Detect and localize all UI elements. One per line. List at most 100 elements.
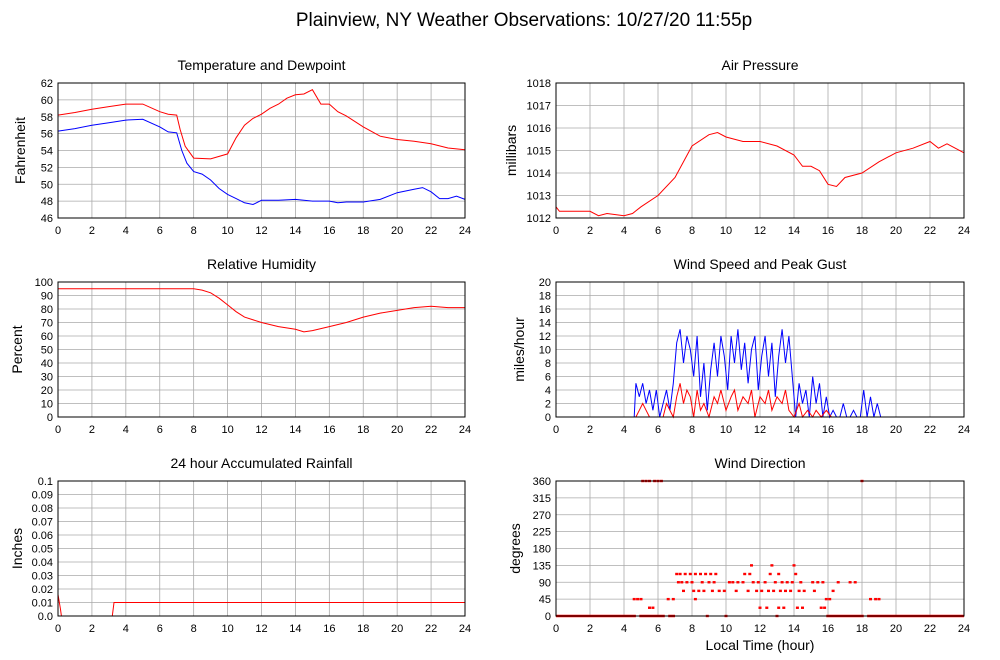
direction-point (758, 606, 762, 609)
x-tick-label: 22 (425, 225, 437, 237)
y-tick-label: 90 (41, 291, 53, 303)
y-tick-label: 4 (545, 385, 551, 397)
y-tick-label: 270 (533, 510, 551, 522)
x-tick-label: 0 (553, 225, 559, 237)
y-tick-label: 54 (41, 146, 53, 158)
direction-point (743, 572, 747, 576)
x-tick-label: 8 (689, 225, 695, 237)
direction-point (688, 572, 692, 576)
y-tick-label: 225 (533, 527, 551, 539)
x-tick-label: 22 (425, 623, 437, 635)
direction-point (741, 581, 745, 584)
y-tick-label: 1017 (527, 101, 551, 113)
y-tick-label: 62 (41, 78, 53, 90)
direction-point (693, 572, 697, 576)
direction-point (784, 589, 787, 593)
x-tick-label: 2 (89, 225, 95, 237)
x-tick-label: 10 (720, 424, 732, 436)
y-tick-label: 8 (545, 358, 551, 370)
y-tick-label: 52 (41, 162, 53, 174)
y-tick-label: 0.02 (32, 584, 53, 596)
direction-point (750, 564, 753, 567)
direction-point (794, 572, 798, 576)
x-tick-label: 24 (958, 225, 970, 237)
direction-point (789, 589, 793, 593)
x-tick-label: 24 (459, 424, 471, 436)
x-tick-label: 0 (553, 623, 559, 635)
direction-point (797, 589, 801, 593)
y-tick-label: 60 (41, 331, 53, 343)
direction-point (811, 581, 815, 584)
direction-point (692, 589, 696, 593)
direction-point (651, 606, 655, 609)
direction-point (636, 597, 640, 601)
x-tick-label: 22 (924, 424, 936, 436)
y-tick-label: 0.06 (32, 530, 53, 542)
series-line-0 (57, 89, 466, 160)
direction-point (676, 581, 680, 584)
direction-point (707, 581, 711, 584)
chart-direction: Wind Directiondegrees0459013518022527031… (507, 455, 970, 635)
direction-point (678, 572, 682, 576)
chart-temp: Temperature and DewpointFahrenheit464850… (12, 57, 471, 237)
direction-point (780, 581, 784, 584)
direction-point (816, 581, 820, 584)
x-tick-label: 8 (191, 424, 197, 436)
y-tick-label: 0 (47, 412, 53, 424)
x-tick-label: 6 (157, 424, 163, 436)
direction-point (704, 572, 708, 576)
x-tick-label: 16 (323, 424, 335, 436)
direction-point (777, 572, 781, 576)
x-tick-label: 16 (822, 424, 834, 436)
x-tick-label: 18 (856, 225, 868, 237)
direction-point (768, 572, 772, 576)
direction-point (731, 581, 735, 584)
y-tick-label: 1014 (527, 168, 551, 180)
y-tick-label: 0.09 (32, 490, 53, 502)
x-tick-label: 20 (890, 623, 902, 635)
x-tick-label: 6 (655, 623, 661, 635)
x-tick-label: 12 (255, 623, 267, 635)
direction-point (765, 606, 769, 609)
series-line-1 (556, 383, 964, 419)
x-tick-label: 4 (123, 623, 129, 635)
x-tick-label: 20 (890, 225, 902, 237)
direction-point (874, 597, 878, 601)
direction-point (736, 581, 740, 584)
y-tick-label: 50 (41, 179, 53, 191)
x-tick-label: 10 (720, 225, 732, 237)
direction-point (828, 597, 832, 601)
y-tick-label: 14 (539, 318, 551, 330)
chart-wind: Wind Speed and Peak Gustmiles/hour024681… (511, 256, 970, 436)
y-tick-label: 46 (41, 213, 53, 225)
x-tick-label: 14 (788, 225, 800, 237)
direction-point (848, 581, 852, 584)
direction-point (700, 581, 704, 584)
x-tick-label: 18 (856, 623, 868, 635)
y-tick-label: 10 (539, 345, 551, 357)
y-tick-label: 100 (35, 277, 53, 289)
y-tick-label: 0.1 (38, 476, 53, 488)
y-axis-label: degrees (507, 523, 523, 574)
x-tick-label: 16 (323, 225, 335, 237)
direction-point (819, 606, 823, 609)
direction-point (773, 581, 777, 584)
series-line-1 (57, 118, 466, 206)
y-tick-label: 1018 (527, 78, 551, 90)
x-tick-label: 12 (754, 424, 766, 436)
series-line-0 (555, 131, 965, 217)
y-axis-label: Fahrenheit (12, 117, 28, 184)
x-tick-label: 6 (157, 623, 163, 635)
y-tick-label: 56 (41, 129, 53, 141)
direction-point (648, 606, 651, 609)
x-tick-label: 4 (123, 225, 129, 237)
y-tick-label: 20 (41, 385, 53, 397)
x-tick-label: 4 (123, 424, 129, 436)
x-tick-label: 18 (357, 424, 369, 436)
x-tick-label: 16 (822, 623, 834, 635)
x-tick-label: 14 (788, 623, 800, 635)
direction-point (785, 581, 789, 584)
y-tick-label: 40 (41, 358, 53, 370)
x-tick-label: 24 (459, 225, 471, 237)
direction-point (869, 597, 872, 601)
